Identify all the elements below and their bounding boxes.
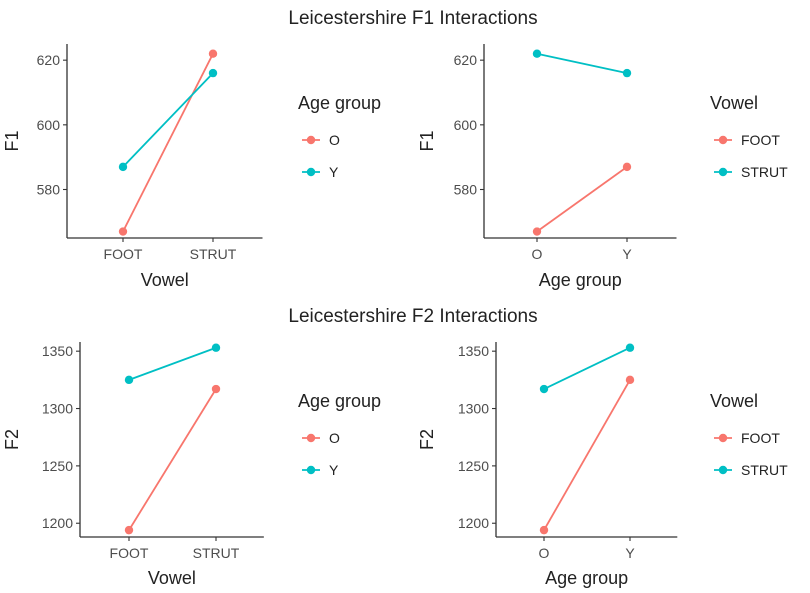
x-tick-label: Y — [622, 246, 632, 262]
data-point-y — [208, 68, 218, 78]
y-tick-label: 1250 — [42, 458, 73, 474]
x-axis-label: Vowel — [148, 568, 196, 588]
data-point-o — [124, 525, 134, 535]
y-tick-label: 580 — [37, 182, 61, 198]
y-tick-label: 620 — [37, 52, 61, 68]
data-point-y — [211, 343, 221, 352]
series-line-y — [128, 346, 217, 381]
data-point-foot — [539, 525, 549, 535]
legend-label: Y — [329, 462, 339, 478]
data-point-foot — [532, 227, 542, 236]
y-tick-label: 580 — [454, 182, 478, 198]
series-line-strut — [536, 52, 628, 74]
legend-label: Y — [329, 164, 339, 180]
series-line-y — [122, 72, 214, 168]
legend-title: Age group — [298, 391, 381, 411]
row-title-f2: Leicestershire F2 Interactions — [288, 306, 537, 327]
series-line-foot — [543, 379, 631, 531]
data-point-o — [118, 227, 128, 236]
legend-title: Vowel — [710, 391, 758, 411]
legend-title: Vowel — [710, 93, 758, 113]
y-tick-label: 1300 — [42, 401, 73, 417]
chart-panel-4: 1200 1250 1300 1350 O Y Age group F2 Vowel FOOT ST… — [417, 342, 788, 588]
x-tick-label: STRUT — [193, 545, 240, 561]
y-axis-label: F1 — [417, 130, 437, 151]
legend-label: O — [329, 132, 340, 148]
data-point-y — [118, 162, 128, 172]
row-title-f1: Leicestershire F1 Interactions — [288, 8, 537, 29]
x-tick-label: FOOT — [104, 246, 143, 262]
y-tick-label: 1200 — [42, 515, 73, 531]
data-point-o — [208, 49, 218, 58]
y-tick-label: 1200 — [458, 515, 489, 531]
legend-key-point — [718, 167, 728, 177]
series-line-o — [122, 53, 214, 232]
legend-label: STRUT — [741, 164, 788, 180]
y-tick-label: 1300 — [458, 401, 489, 417]
x-axis-label: Vowel — [141, 270, 189, 290]
series-line-foot — [536, 166, 628, 233]
legend-label: FOOT — [741, 132, 780, 148]
x-tick-label: O — [539, 545, 550, 561]
y-tick-label: 1350 — [42, 343, 73, 359]
x-tick-label: FOOT — [110, 545, 149, 561]
data-point-strut — [532, 49, 542, 58]
legend-key-point — [306, 135, 316, 145]
data-point-strut — [539, 384, 549, 394]
x-axis-label: Age group — [539, 270, 622, 290]
y-tick-label: 600 — [454, 117, 478, 133]
data-point-foot — [625, 375, 635, 385]
legend-key-point — [718, 135, 728, 145]
x-tick-label: O — [532, 246, 543, 262]
y-axis-label: F2 — [2, 429, 22, 450]
data-point-o — [211, 384, 221, 394]
legend-key-point — [718, 465, 728, 475]
legend-label: FOOT — [741, 430, 780, 446]
y-axis-label: F1 — [2, 130, 22, 151]
data-point-y — [124, 375, 134, 385]
y-axis-label: F2 — [417, 429, 437, 450]
series-line-o — [128, 388, 217, 531]
y-tick-label: 1350 — [458, 343, 489, 359]
chart-panel-3: 1200 1250 1300 1350 FOOT STRUT Vowel F2 Age grou… — [2, 342, 381, 588]
legend-key-point — [306, 433, 316, 443]
legend-key-point — [306, 465, 316, 475]
y-tick-label: 1250 — [458, 458, 489, 474]
legend-key-point — [718, 433, 728, 443]
data-point-strut — [625, 343, 635, 352]
legend-label: O — [329, 430, 340, 446]
data-point-strut — [622, 68, 632, 78]
y-tick-label: 600 — [37, 117, 61, 133]
series-line-strut — [543, 346, 631, 390]
legend-label: STRUT — [741, 462, 788, 478]
x-tick-label: Y — [625, 545, 635, 561]
data-point-foot — [622, 162, 632, 172]
y-tick-label: 620 — [454, 52, 478, 68]
legend-title: Age group — [298, 93, 381, 113]
x-axis-label: Age group — [545, 568, 628, 588]
x-tick-label: STRUT — [190, 246, 237, 262]
legend-key-point — [306, 167, 316, 177]
